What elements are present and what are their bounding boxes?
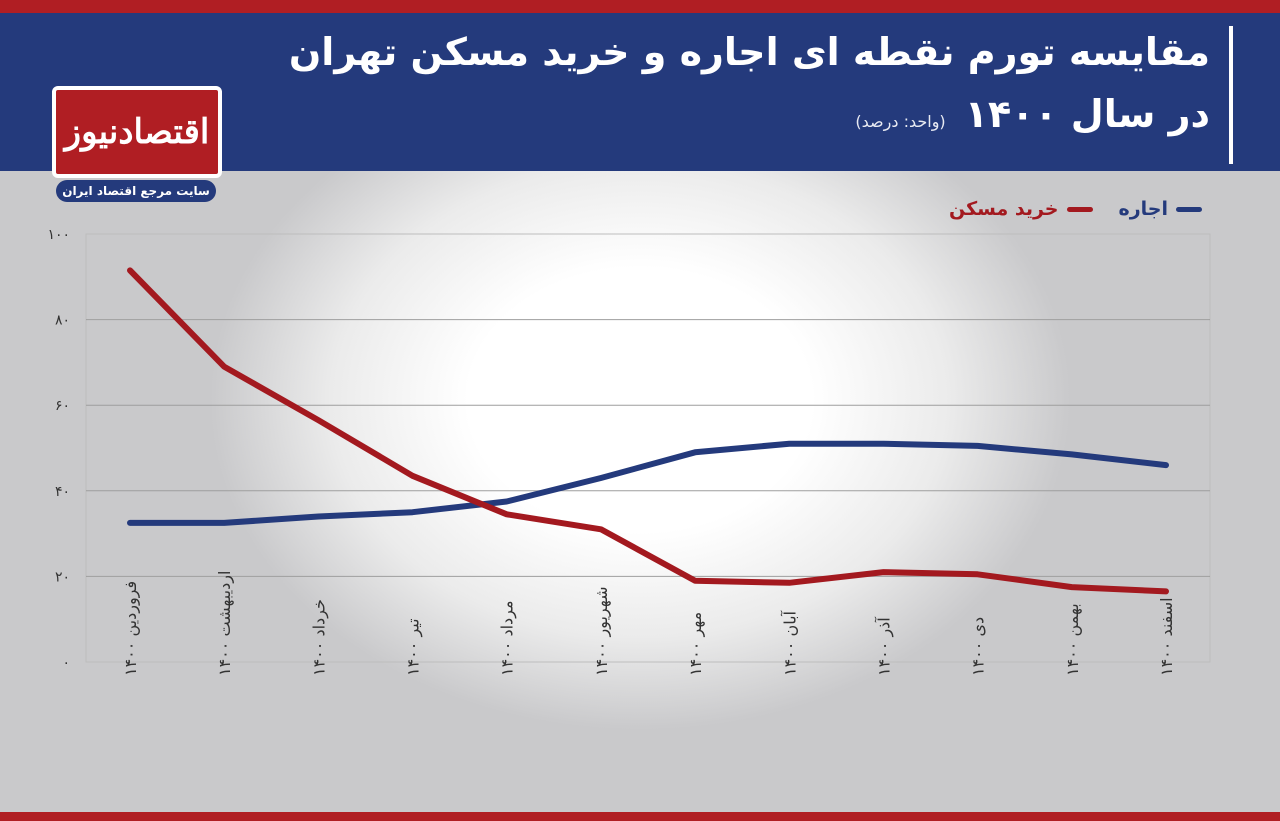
legend-swatch-purchase (1066, 206, 1093, 212)
chart-legend: اجاره خرید مسکن (949, 198, 1202, 220)
legend-item-purchase: خرید مسکن (949, 198, 1093, 220)
y-tick-label: ۴۰ (55, 484, 70, 500)
x-tick-label: بهمن ۱۴۰۰ (1063, 603, 1083, 676)
x-tick-label: دی ۱۴۰۰ (969, 617, 988, 676)
x-tick-label: فروردین ۱۴۰۰ (121, 581, 141, 676)
series-line-purchase (127, 267, 1169, 595)
chart-title-line2-wrap: در سال ۱۴۰۰ (واحد: درصد) (855, 92, 1210, 136)
y-tick-label: ۲۰ (55, 569, 70, 585)
x-tick-label: مهر ۱۴۰۰ (686, 612, 706, 676)
x-tick-label: خرداد ۱۴۰۰ (309, 599, 329, 676)
x-tick-label: مرداد ۱۴۰۰ (498, 600, 518, 676)
legend-item-rent: اجاره (1118, 198, 1202, 220)
legend-label-purchase: خرید مسکن (949, 198, 1059, 220)
bottom-accent-stripe (0, 812, 1280, 821)
x-tick-label: شهریور ۱۴۰۰ (592, 586, 612, 676)
x-tick-label: اردیبهشت ۱۴۰۰ (215, 571, 235, 676)
unit-label: (واحد: درصد) (855, 112, 946, 131)
x-tick-label: تیر ۱۴۰۰ (404, 618, 424, 676)
plot-area-border (85, 233, 1211, 663)
chart-title-line1: مقایسه تورم نقطه ای اجاره و خرید مسکن ته… (288, 30, 1210, 74)
chart-title-line2: در سال ۱۴۰۰ (964, 92, 1210, 136)
y-tick-label: ۰ (62, 655, 70, 671)
logo-tagline: سایت مرجع اقتصاد ایران (56, 180, 216, 202)
y-tick-label: ۸۰ (55, 313, 70, 329)
x-tick-label: اسفند ۱۴۰۰ (1157, 597, 1176, 676)
top-accent-stripe (0, 0, 1280, 13)
series-line-rent (127, 440, 1169, 526)
legend-label-rent: اجاره (1118, 198, 1169, 220)
x-tick-label: آبان ۱۴۰۰ (780, 609, 799, 676)
title-divider (1229, 26, 1233, 164)
y-tick-label: ۶۰ (55, 398, 70, 414)
legend-swatch-rent (1176, 206, 1202, 212)
logo-text: اقتصادنیوز (64, 112, 210, 152)
x-tick-label: آذر ۱۴۰۰ (874, 616, 894, 676)
brand-logo: اقتصادنیوز (52, 86, 222, 178)
y-tick-label: ۱۰۰ (47, 227, 70, 243)
